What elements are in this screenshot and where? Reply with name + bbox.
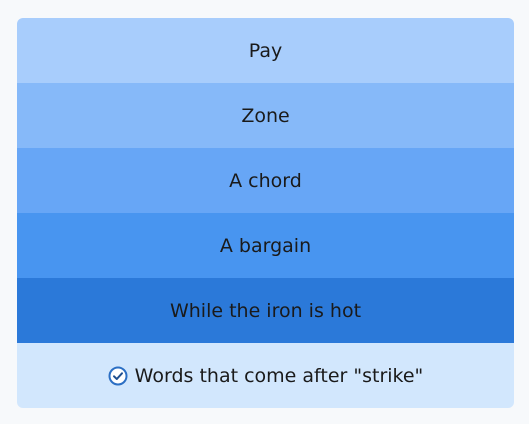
answer-label: A chord (229, 169, 302, 192)
answer-row-pay: Pay (17, 18, 514, 83)
answer-label: While the iron is hot (169, 299, 362, 322)
category-title: Words that come after "strike" (134, 364, 424, 387)
answer-label: Pay (248, 39, 283, 62)
check-circle-icon (108, 366, 128, 386)
answer-row-zone: Zone (17, 83, 514, 148)
answer-label: Zone (241, 104, 290, 127)
category-footer: Words that come after "strike" (17, 343, 514, 408)
answer-row-a-chord: A chord (17, 148, 514, 213)
answer-label: A bargain (219, 234, 312, 257)
answer-row-while-the-iron-is-hot: While the iron is hot (17, 278, 514, 343)
connections-group-card: Pay Zone A chord A bargain While the iro… (17, 18, 514, 408)
answer-row-a-bargain: A bargain (17, 213, 514, 278)
